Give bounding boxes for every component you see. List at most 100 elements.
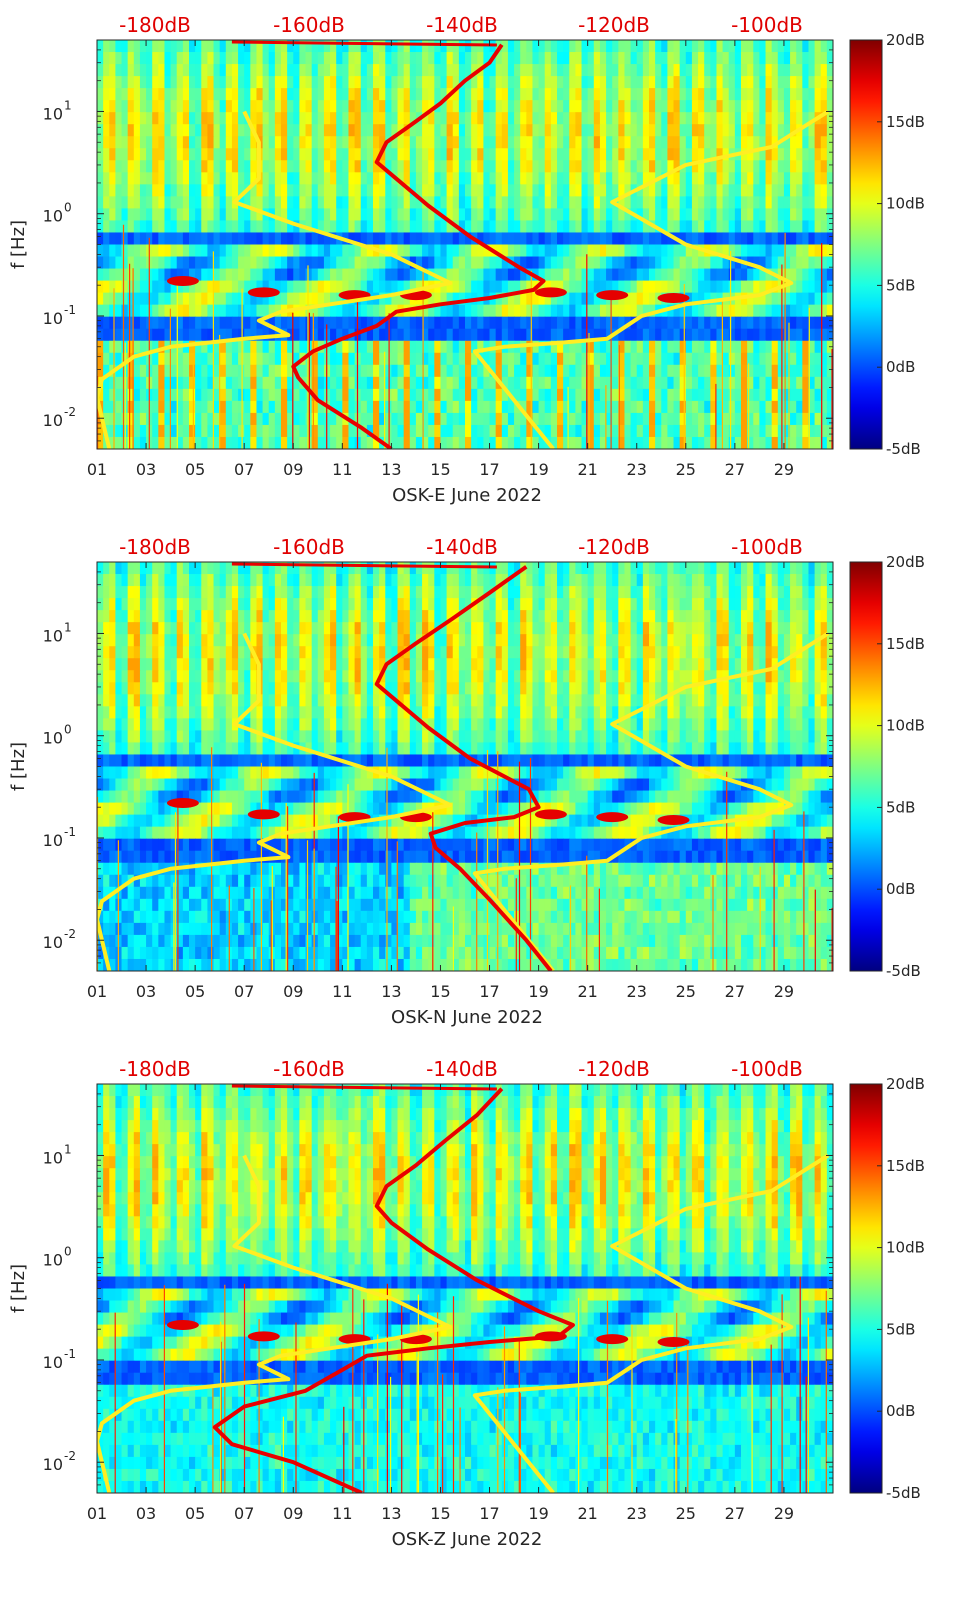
y-tick-label: 10 — [43, 1148, 63, 1167]
colorbar-label: 5dB — [886, 276, 915, 294]
x-axis-title: OSK-N June 2022 — [391, 1007, 543, 1028]
x-tick-label: 03 — [136, 982, 156, 1001]
x-tick-label: 17 — [479, 460, 499, 479]
red-top-segment — [231, 40, 497, 47]
top-db-label: -120dB — [578, 13, 650, 37]
red-curve — [212, 1087, 575, 1493]
colorbar-label: 5dB — [886, 798, 915, 816]
colorbar-label: -5dB — [886, 440, 921, 458]
y-tick-label: 10 — [43, 207, 63, 226]
y-tick-exponent: 0 — [64, 723, 72, 737]
x-tick-label: 07 — [234, 1504, 254, 1523]
x-tick-label: 29 — [774, 1504, 794, 1523]
x-tick-label: 11 — [332, 1504, 352, 1523]
x-tick-label: 19 — [528, 982, 548, 1001]
top-db-label: -180dB — [119, 1057, 191, 1081]
top-db-label: -180dB — [119, 535, 191, 559]
hot-spot — [166, 1320, 199, 1330]
x-tick-label: 27 — [725, 982, 745, 1001]
y-tick-label: 10 — [43, 729, 63, 748]
overlay-curves — [97, 40, 830, 449]
x-tick-label: 15 — [430, 460, 450, 479]
x-tick-label: 25 — [676, 1504, 696, 1523]
y-tick-exponent: -2 — [64, 927, 76, 941]
x-tick-label: 17 — [479, 1504, 499, 1523]
x-tick-label: 25 — [676, 460, 696, 479]
x-tick-label: 01 — [87, 1504, 107, 1523]
y-tick-exponent: 1 — [64, 1142, 72, 1156]
hot-spot — [596, 290, 629, 301]
colorbar — [849, 561, 883, 972]
x-tick-label: 07 — [234, 982, 254, 1001]
x-tick-label: 05 — [185, 1504, 205, 1523]
x-tick-label: 29 — [774, 982, 794, 1001]
x-tick-label: 15 — [430, 1504, 450, 1523]
x-tick-label: 27 — [725, 460, 745, 479]
x-tick-label: 23 — [627, 1504, 647, 1523]
top-db-label: -100dB — [731, 13, 803, 37]
x-tick-label: 05 — [185, 460, 205, 479]
x-tick-label: 27 — [725, 1504, 745, 1523]
colorbar — [849, 39, 883, 450]
yellow-curve-1 — [97, 1154, 453, 1493]
yellow-curve-2 — [472, 631, 830, 971]
x-tick-label: 05 — [185, 982, 205, 1001]
top-db-label: -140dB — [426, 13, 498, 37]
hot-spot — [247, 809, 280, 820]
top-db-label: -160dB — [273, 535, 345, 559]
y-tick-label: 10 — [43, 933, 63, 952]
x-tick-label: 21 — [577, 460, 597, 479]
hot-spot — [657, 815, 690, 825]
hot-spot — [247, 1331, 280, 1342]
y-tick-exponent: -1 — [64, 825, 76, 839]
top-db-label: -140dB — [426, 535, 498, 559]
x-tick-label: 29 — [774, 460, 794, 479]
x-tick-label: 17 — [479, 982, 499, 1001]
y-tick-exponent: 0 — [64, 201, 72, 215]
y-tick-label: 10 — [43, 831, 63, 850]
hot-spot — [534, 287, 567, 298]
y-tick-label: 10 — [43, 1251, 63, 1270]
x-tick-label: 01 — [87, 460, 107, 479]
colorbar-label: 10dB — [886, 717, 925, 735]
y-axis-title: f [Hz] — [8, 742, 29, 791]
hot-spot — [166, 276, 199, 286]
top-db-label: -160dB — [273, 13, 345, 37]
overlay-curves — [97, 562, 830, 971]
colorbar-label: 15dB — [886, 113, 925, 131]
x-tick-label: 09 — [283, 460, 303, 479]
x-tick-label: 01 — [87, 982, 107, 1001]
colorbar-label: 20dB — [886, 31, 925, 49]
hot-spot — [534, 809, 567, 820]
yellow-curve-2 — [472, 1153, 830, 1493]
hot-spot — [657, 293, 690, 303]
colorbar-label: 0dB — [886, 1402, 915, 1420]
x-tick-label: 19 — [528, 460, 548, 479]
x-tick-label: 15 — [430, 982, 450, 1001]
top-db-label: -100dB — [731, 535, 803, 559]
overlay-curves — [97, 1084, 830, 1493]
top-db-label: -100dB — [731, 1057, 803, 1081]
colorbar-label: 0dB — [886, 880, 915, 898]
colorbar-label: 20dB — [886, 553, 925, 571]
hot-spot — [596, 1334, 629, 1345]
hot-spot — [596, 812, 629, 823]
y-tick-label: 10 — [43, 411, 63, 430]
y-axis-title: f [Hz] — [8, 1264, 29, 1313]
x-axis-title: OSK-Z June 2022 — [392, 1529, 543, 1550]
y-tick-label: 10 — [43, 1353, 63, 1372]
yellow-curve-1 — [97, 110, 453, 449]
top-db-label: -140dB — [426, 1057, 498, 1081]
x-tick-label: 13 — [381, 1504, 401, 1523]
colorbar-label: 15dB — [886, 635, 925, 653]
colorbar-label: 10dB — [886, 195, 925, 213]
x-tick-label: 21 — [577, 1504, 597, 1523]
y-tick-label: 10 — [43, 104, 63, 123]
x-tick-label: 21 — [577, 982, 597, 1001]
spectrogram-heatmap — [97, 1084, 833, 1493]
top-db-label: -120dB — [578, 535, 650, 559]
x-tick-label: 19 — [528, 1504, 548, 1523]
